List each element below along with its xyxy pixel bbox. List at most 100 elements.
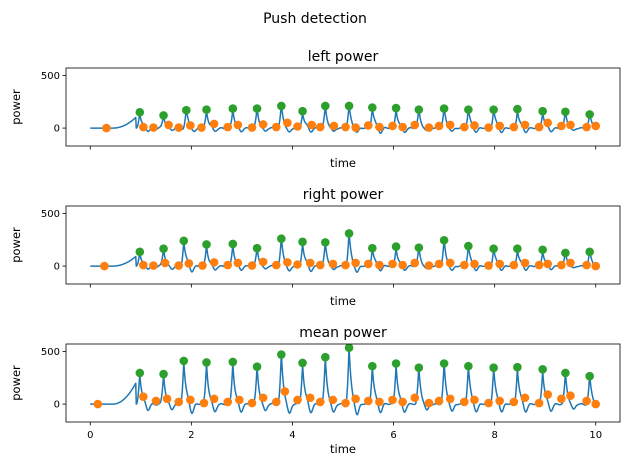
x-tick-label: 2 — [188, 430, 194, 441]
start-marker — [495, 259, 504, 269]
start-marker — [351, 258, 360, 268]
start-marker — [424, 398, 434, 408]
peak-marker — [159, 111, 168, 120]
start-marker — [363, 396, 373, 406]
start-marker — [174, 123, 184, 132]
start-marker — [174, 261, 184, 270]
peak-marker — [182, 105, 191, 115]
start-marker — [258, 120, 268, 129]
peak-marker — [585, 110, 594, 119]
start-marker — [305, 258, 315, 268]
peak-marker — [277, 234, 286, 243]
start-marker — [534, 260, 544, 270]
start-marker — [434, 121, 444, 131]
peak-marker — [344, 101, 354, 111]
y-tick-label: 0 — [54, 400, 60, 411]
peak-marker — [538, 245, 547, 255]
peak-marker — [321, 352, 330, 362]
start-marker — [305, 393, 315, 403]
peak-marker — [414, 243, 424, 252]
peak-marker — [159, 244, 168, 253]
start-marker — [283, 118, 292, 128]
peak-marker — [298, 358, 307, 368]
subplot-2: 0 2 4 6 8 10 0 500 mean power time power — [9, 325, 621, 456]
y-axis-label: power — [9, 89, 23, 125]
start-marker — [186, 121, 195, 130]
start-marker — [280, 387, 290, 396]
peak-marker — [585, 247, 594, 257]
start-marker — [557, 260, 566, 270]
start-marker — [223, 397, 233, 407]
start-marker — [582, 122, 591, 132]
start-marker — [445, 394, 455, 404]
peak-marker — [228, 239, 238, 249]
y-tick-label: 0 — [54, 262, 60, 273]
start-marker — [410, 120, 420, 130]
start-marker — [434, 259, 444, 269]
peak-marker — [202, 358, 211, 367]
peak-marker — [252, 104, 262, 113]
start-marker — [271, 122, 281, 132]
start-marker — [509, 260, 519, 270]
peak-marker — [368, 103, 377, 112]
x-tick-label: 8 — [491, 430, 497, 441]
start-marker — [460, 397, 469, 407]
peak-marker — [414, 363, 424, 373]
y-axis-label: power — [9, 365, 23, 401]
subplot-1: 0 500 right power time power — [9, 187, 621, 308]
peak-marker — [298, 237, 307, 247]
start-marker — [186, 395, 195, 405]
start-marker — [388, 259, 397, 269]
start-marker — [209, 394, 219, 404]
start-marker — [557, 121, 566, 131]
subplot-0: 0 500 left power time power — [9, 49, 621, 170]
start-marker — [543, 259, 553, 269]
start-marker — [410, 393, 420, 403]
peak-marker — [489, 244, 498, 253]
start-marker — [258, 257, 268, 267]
start-marker — [233, 258, 243, 268]
start-marker — [388, 395, 397, 405]
start-marker — [139, 122, 148, 132]
peak-marker — [561, 368, 570, 378]
axes-frame — [65, 205, 621, 285]
peak-marker — [277, 350, 286, 359]
start-marker — [293, 395, 302, 405]
start-marker — [582, 260, 591, 270]
start-marker — [151, 396, 161, 406]
subplot-title: mean power — [299, 325, 387, 341]
start-marker — [235, 395, 244, 405]
start-marker — [398, 122, 407, 132]
plot-area — [90, 101, 601, 134]
x-tick-label: 4 — [289, 430, 295, 441]
start-marker — [566, 120, 575, 130]
start-marker — [445, 120, 455, 130]
y-tick-label: 500 — [41, 347, 60, 358]
peak-marker — [439, 235, 449, 245]
start-marker — [375, 122, 384, 132]
start-marker — [566, 391, 575, 400]
peak-marker — [344, 344, 354, 352]
peak-marker — [202, 240, 211, 249]
peak-marker — [368, 361, 377, 371]
start-marker — [460, 122, 469, 132]
start-marker — [100, 261, 109, 271]
start-marker — [258, 393, 268, 403]
start-marker — [209, 258, 219, 267]
start-marker — [307, 120, 316, 130]
start-marker — [209, 119, 219, 129]
start-marker — [543, 390, 553, 399]
start-marker — [534, 398, 544, 408]
peak-marker — [277, 101, 286, 111]
start-marker — [398, 260, 407, 270]
y-tick-label: 0 — [54, 124, 60, 135]
peak-marker — [513, 244, 522, 253]
peak-marker — [179, 236, 189, 246]
start-marker — [520, 258, 530, 268]
peak-marker — [513, 104, 522, 114]
peak-marker — [489, 105, 498, 114]
start-marker — [388, 121, 397, 131]
subplot-title: right power — [303, 187, 384, 203]
start-marker — [139, 260, 148, 270]
start-marker — [315, 397, 325, 407]
